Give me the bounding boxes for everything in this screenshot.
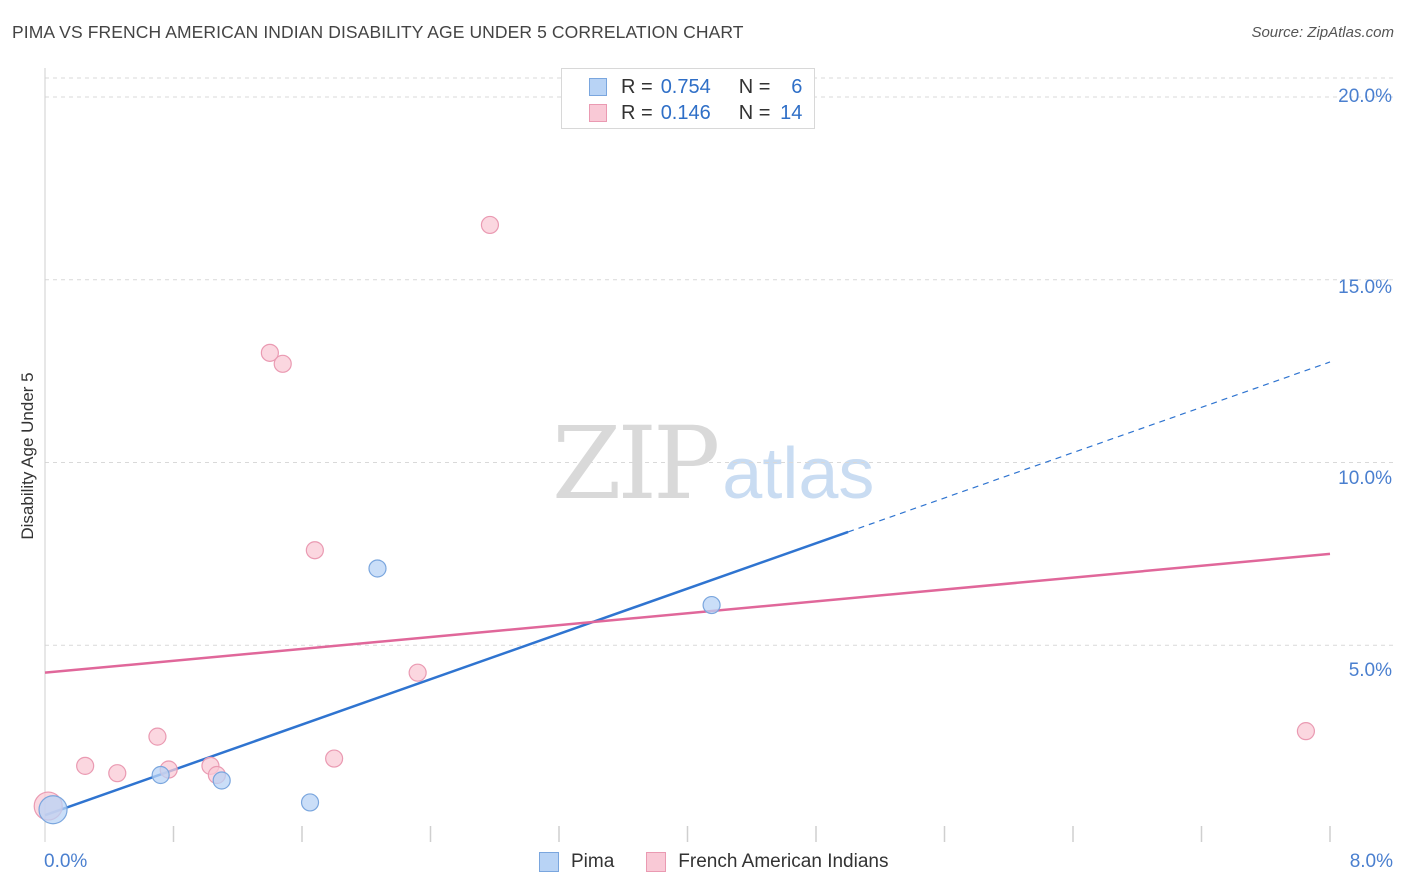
french-point-7 bbox=[260, 343, 279, 362]
pima-trend-line bbox=[44, 530, 849, 817]
french-trend-line bbox=[44, 552, 1331, 674]
pima-point-1 bbox=[151, 765, 170, 785]
french-point-1 bbox=[76, 756, 95, 775]
pima-legend-swatch bbox=[539, 852, 559, 872]
french-legend-swatch bbox=[646, 852, 667, 872]
french-n-value: 14 bbox=[780, 101, 803, 124]
french-point-8 bbox=[273, 354, 292, 373]
french-legend-label: French American Indians bbox=[678, 851, 889, 872]
french-n-label: N = bbox=[738, 101, 771, 124]
x-tick-label-min: 0.0% bbox=[44, 851, 88, 872]
chart-title: PIMA VS FRENCH AMERICAN INDIAN DISABILIT… bbox=[12, 22, 744, 42]
y-tick-label-10: 10.0% bbox=[1338, 468, 1392, 489]
pima-point-4 bbox=[368, 559, 387, 578]
legend-row-pima: R = 0.754 N = 6 bbox=[562, 75, 802, 99]
pima-point-0 bbox=[38, 795, 68, 825]
legend-row-french: R = 0.146 N = 14 bbox=[562, 101, 802, 125]
french-point-10 bbox=[325, 749, 344, 768]
french-point-3 bbox=[148, 727, 167, 746]
correlation-legend: R = 0.754 N = 6 R = 0.146 N = 14 bbox=[561, 68, 815, 129]
french-r-label: R = bbox=[621, 101, 653, 124]
y-tick-label-15: 15.0% bbox=[1338, 277, 1392, 298]
french-r-value: 0.146 bbox=[660, 101, 711, 124]
french-point-12 bbox=[480, 215, 500, 235]
pima-point-5 bbox=[702, 595, 721, 615]
pima-r-value: 0.754 bbox=[660, 75, 711, 98]
pima-n-label: N = bbox=[738, 75, 771, 98]
french-point-13 bbox=[1296, 722, 1316, 741]
pima-point-2 bbox=[212, 771, 231, 790]
pima-trend-extension bbox=[847, 361, 1331, 533]
pima-legend-label: Pima bbox=[571, 851, 615, 872]
source-label: Source: ZipAtlas.com bbox=[1251, 24, 1394, 41]
french-swatch bbox=[589, 104, 607, 122]
french-point-2 bbox=[108, 764, 127, 783]
pima-swatch bbox=[589, 78, 607, 96]
pima-point-3 bbox=[300, 793, 320, 812]
x-tick-label-max: 8.0% bbox=[1349, 851, 1393, 872]
y-tick-label-5: 5.0% bbox=[1348, 660, 1392, 681]
series-legend: Pima French American Indians bbox=[539, 851, 888, 873]
y-axis-label: Disability Age Under 5 bbox=[18, 372, 37, 540]
french-point-11 bbox=[408, 663, 427, 682]
pima-n-value: 6 bbox=[791, 75, 803, 98]
french-point-9 bbox=[305, 541, 324, 560]
y-tick-label-20: 20.0% bbox=[1338, 86, 1392, 107]
pima-r-label: R = bbox=[621, 75, 653, 98]
